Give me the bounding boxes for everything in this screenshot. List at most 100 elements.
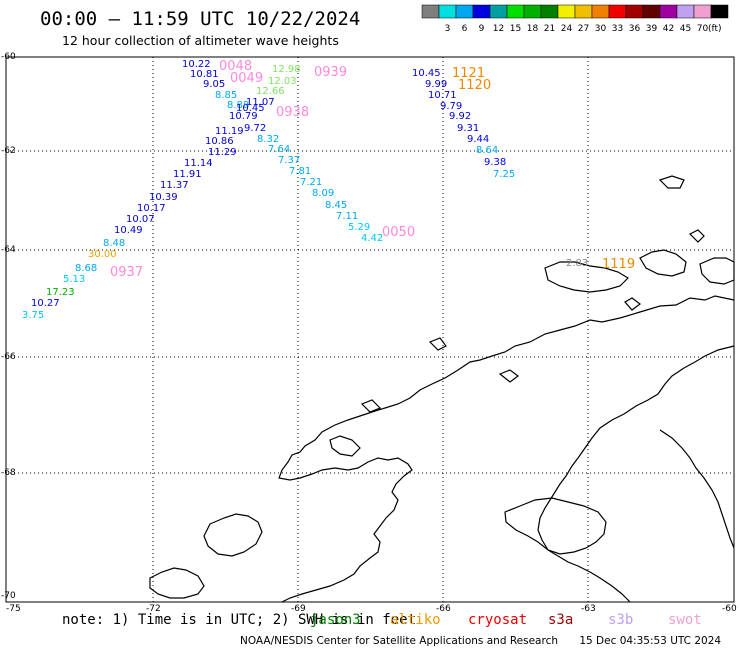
wave-height-value: 7.81 [289, 166, 311, 177]
wave-height-value: 8.48 [103, 238, 125, 249]
wave-height-value: 9.38 [484, 157, 506, 168]
wave-height-value: 12.03 [268, 76, 297, 87]
wave-height-value: 7.64 [268, 144, 290, 155]
wave-height-value: 7.21 [300, 177, 322, 188]
wave-height-value: 10.22 [182, 59, 211, 70]
legend-tick-label: 33 [612, 24, 623, 34]
wave-height-value: 10.81 [190, 69, 219, 80]
wave-height-value: 7.37 [278, 155, 300, 166]
legend-swatch [591, 4, 610, 19]
wave-height-value: 11.07 [246, 97, 275, 108]
legend-swatch [489, 4, 508, 19]
legend-tick-label: 39 [646, 24, 658, 34]
wave-height-value: 8.64 [476, 145, 498, 156]
wave-height-value: 5.29 [348, 222, 370, 233]
map-frame [5, 56, 735, 603]
legend-swatch [693, 4, 712, 19]
wave-height-value: 9.72 [244, 123, 266, 134]
track-time-label: 0050 [382, 225, 415, 240]
legend-tick-label: 12 [493, 24, 504, 34]
wave-height-value: 9.79 [440, 101, 462, 112]
track-time-label: 0048 [219, 59, 252, 74]
wave-height-value: 11.91 [173, 169, 202, 180]
coastline-small-isle-4 [428, 337, 447, 351]
wave-height-value: 12.98 [272, 64, 301, 75]
wave-height-value: 30.00 [88, 249, 117, 260]
legend-tick-label: 21 [544, 24, 555, 34]
track-time-label: 1120 [458, 78, 491, 93]
legend-tick-label: 36 [629, 24, 641, 34]
legend-tick-label: 45 [680, 24, 691, 34]
coastline-inlet [329, 435, 361, 457]
wave-height-value: 10.39 [149, 192, 178, 203]
legend-swatch [438, 4, 457, 19]
legend-tick-label: 18 [527, 24, 539, 34]
wave-height-value: 8.85 [215, 90, 237, 101]
latitude-label: -66 [1, 352, 16, 362]
wave-height-value: 8.68 [75, 263, 97, 274]
wave-height-value: 8.32 [257, 134, 279, 145]
wave-height-value: 17.23 [46, 287, 75, 298]
track-time-label: 1119 [602, 257, 635, 272]
legend-tick-label: 27 [578, 24, 589, 34]
wave-height-labels: 10.2210.819.058.858.8810.7911.1910.8611.… [22, 59, 588, 321]
wave-height-value: 11.37 [160, 180, 189, 191]
legend-tick-label: 24 [561, 24, 573, 34]
coastline-peninsula [278, 295, 735, 603]
legend-unit-label: (ft) [708, 24, 722, 34]
legend-tick-label: 9 [479, 24, 485, 34]
wave-height-value: 12.66 [256, 86, 285, 97]
footer-credit: NOAA/NESDIS Center for Satellite Applica… [240, 635, 721, 647]
generation-timestamp: 15 Dec 04:35:53 UTC 2024 [579, 635, 722, 647]
legend-swatch [540, 4, 559, 19]
track-time-label: 0939 [314, 65, 347, 80]
track-time-label: 0937 [110, 265, 143, 280]
wave-height-value: 9.99 [425, 79, 447, 90]
coastline [149, 175, 735, 603]
wave-height-value: 3.75 [22, 310, 44, 321]
graticule [6, 57, 734, 602]
wave-height-value: 9.31 [457, 123, 479, 134]
wave-height-value: 9.92 [449, 111, 471, 122]
longitude-label: -72 [146, 604, 161, 614]
longitude-label: -60 [722, 604, 737, 614]
legend-labels: 3 6 9 12 15 18 21 24 27 30 33 36 39 42 45 70 [445, 24, 709, 34]
latitude-label: -68 [1, 468, 16, 478]
coastline-south-shetland [544, 261, 629, 293]
longitude-label: -63 [581, 604, 596, 614]
wave-height-value: 8.09 [312, 188, 334, 199]
wave-height-value: 7.11 [336, 211, 358, 222]
map-subtitle: 12 hour collection of altimeter wave hei… [62, 33, 339, 48]
wave-height-value: 9.05 [203, 79, 225, 90]
wave-height-value: 2.83 [566, 258, 588, 269]
coastline-west-islands [203, 513, 263, 557]
satellite-cryosat: cryosat [468, 612, 528, 628]
satellite-s3b: s3b [608, 612, 634, 628]
wave-height-value: 10.49 [114, 225, 143, 236]
coastline-east-ice-front [659, 429, 735, 549]
coastline-inner-ridge [537, 345, 735, 603]
legend-swatch [574, 4, 593, 19]
footer-note: note: 1) Time is in UTC; 2) SWH is in fe… [62, 612, 417, 628]
coastline-ross-island [699, 257, 735, 285]
legend-tick-label: 42 [663, 24, 674, 34]
legend-swatch [557, 4, 576, 19]
wave-height-value: 4.42 [361, 233, 383, 244]
legend-swatch [455, 4, 474, 19]
wave-height-value: 8.88 [227, 100, 249, 111]
legend-color-bar [421, 4, 729, 19]
legend-swatch [625, 4, 644, 19]
legend-swatch [506, 4, 525, 19]
wave-height-value: 10.79 [229, 111, 258, 122]
track-time-label: 0938 [276, 105, 309, 120]
latitude-label: -60 [1, 52, 16, 62]
latitude-label: -70 [1, 591, 16, 601]
satellite-altiko: altiko [390, 612, 441, 628]
legend-swatch [472, 4, 491, 19]
wave-height-value: 9.44 [467, 134, 489, 145]
wave-height-value: 10.45 [236, 103, 265, 114]
wave-height-value: 10.86 [205, 136, 234, 147]
